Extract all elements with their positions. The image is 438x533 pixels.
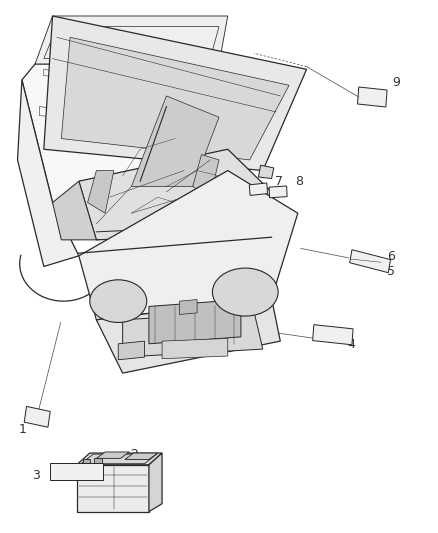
Polygon shape [162,338,228,359]
Polygon shape [61,37,289,160]
Polygon shape [77,465,149,512]
Text: 7: 7 [276,175,283,188]
Polygon shape [94,458,102,465]
Text: 8: 8 [295,175,303,188]
Polygon shape [350,249,391,273]
Polygon shape [180,300,197,314]
Polygon shape [50,463,103,480]
Polygon shape [258,165,274,179]
Polygon shape [249,183,268,196]
Text: 4: 4 [348,338,356,351]
Text: 5: 5 [387,265,395,278]
Text: 2: 2 [130,448,138,461]
Polygon shape [123,312,263,357]
Polygon shape [79,149,272,240]
Polygon shape [18,80,79,266]
Polygon shape [88,171,114,213]
Text: 1: 1 [19,423,27,436]
Text: 6: 6 [387,251,395,263]
Polygon shape [96,452,129,458]
Polygon shape [44,16,307,171]
Polygon shape [269,186,287,198]
Text: 3: 3 [32,470,40,482]
Polygon shape [149,453,162,512]
Polygon shape [96,298,280,373]
Polygon shape [35,16,228,64]
Polygon shape [118,341,145,360]
Polygon shape [131,96,219,187]
Ellipse shape [212,268,278,316]
Text: 9: 9 [392,76,400,89]
Polygon shape [79,171,298,320]
Polygon shape [313,325,353,345]
Polygon shape [149,300,241,344]
Ellipse shape [90,280,147,322]
Polygon shape [53,181,96,240]
Polygon shape [125,453,158,459]
Polygon shape [24,406,50,427]
Polygon shape [81,454,157,464]
Polygon shape [83,459,90,465]
Polygon shape [77,453,162,465]
Polygon shape [193,155,219,197]
Polygon shape [22,64,228,203]
Polygon shape [357,87,387,107]
